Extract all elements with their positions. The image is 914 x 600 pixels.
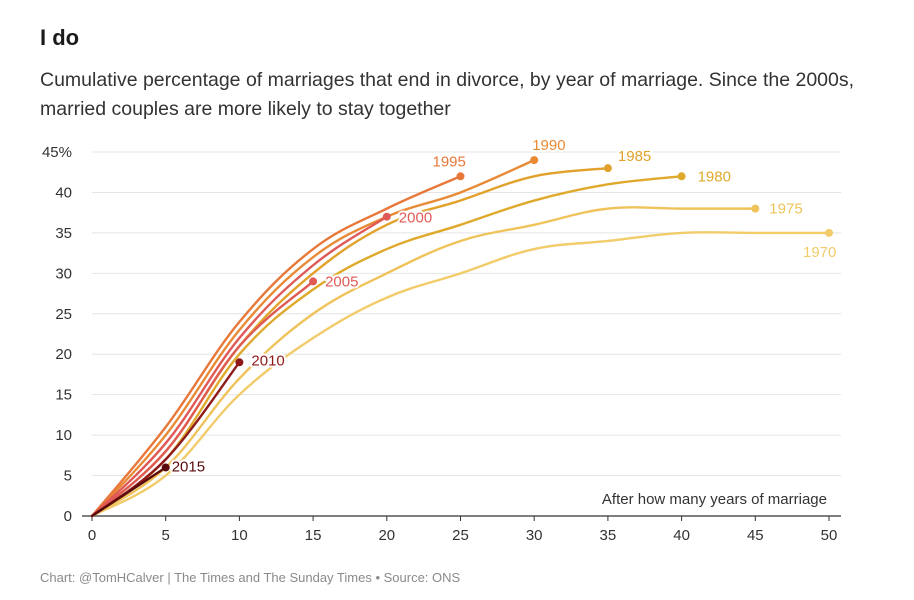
x-tick-label: 5 — [162, 527, 170, 544]
series-end-points — [161, 156, 833, 472]
x-axis-label: After how many years of marriage — [602, 491, 827, 508]
series-labels: 1970197019751975198019801985198519901990… — [170, 135, 839, 477]
series-label-2000: 2000 — [399, 210, 432, 227]
y-tick-label: 0 — [64, 508, 72, 525]
series-label-halo: 1970 — [803, 244, 836, 261]
series-label-1990: 1990 — [532, 137, 565, 154]
series-line-1995 — [90, 175, 462, 518]
x-tick-label: 35 — [600, 527, 617, 544]
series-line-2005 — [90, 280, 315, 518]
x-tick-label: 0 — [88, 527, 96, 544]
series-label-halo: 2000 — [399, 210, 432, 227]
x-tick-label: 40 — [673, 527, 690, 544]
series-line-1990 — [90, 158, 536, 518]
series-label-1970: 1970 — [803, 244, 836, 261]
y-tick-label: 30 — [55, 265, 72, 282]
series-end-point-1985 — [603, 164, 612, 173]
y-tick-label: 5 — [64, 468, 72, 485]
y-axis: 0 5 10 15 20 25 30 35 40 45% — [42, 144, 72, 525]
x-tick-label: 25 — [452, 527, 469, 544]
y-tick-label: 45% — [42, 144, 72, 161]
series-label-halo: 1975 — [769, 201, 802, 218]
series-end-point-2005 — [309, 277, 318, 286]
series-lines — [90, 158, 831, 518]
y-tick-label: 10 — [55, 427, 72, 444]
x-axis: 0 5 10 15 20 25 30 35 40 45 50 — [88, 516, 838, 544]
series-end-point-2000 — [382, 212, 391, 221]
series-end-point-1980 — [677, 172, 686, 181]
series-label-1995: 1995 — [433, 153, 466, 170]
x-tick-label: 30 — [526, 527, 543, 544]
series-end-point-1995 — [456, 172, 465, 181]
series-label-halo: 2005 — [325, 273, 358, 290]
chart-title: I do — [40, 25, 80, 50]
series-label-halo: 1995 — [433, 153, 466, 170]
series-line-2015 — [90, 466, 167, 518]
series-line-2000 — [90, 215, 388, 518]
series-end-point-2010 — [235, 358, 244, 367]
series-label-halo: 2010 — [251, 352, 284, 369]
series-end-point-2015 — [161, 463, 170, 472]
series-label-2010: 2010 — [251, 352, 284, 369]
y-tick-label: 20 — [55, 346, 72, 363]
x-tick-label: 45 — [747, 527, 764, 544]
series-label-2005: 2005 — [325, 273, 358, 290]
series-line-1970 — [90, 231, 831, 518]
x-tick-label: 50 — [821, 527, 838, 544]
series-line-1975 — [90, 206, 757, 518]
chart-subtitle: Cumulative percentage of marriages that … — [40, 69, 855, 120]
series-label-1980: 1980 — [698, 168, 731, 185]
series-label-1985: 1985 — [618, 148, 651, 165]
y-tick-label: 25 — [55, 306, 72, 323]
chart-source: Chart: @TomHCalver | The Times and The S… — [40, 570, 461, 585]
series-label-halo: 2015 — [172, 458, 205, 475]
series-label-halo: 1980 — [698, 168, 731, 185]
series-label-2015: 2015 — [172, 458, 205, 475]
y-tick-label: 15 — [55, 387, 72, 404]
x-tick-label: 10 — [231, 527, 248, 544]
series-end-point-1975 — [751, 204, 760, 213]
y-tick-label: 35 — [55, 225, 72, 242]
series-end-point-1970 — [825, 228, 833, 237]
series-end-point-1990 — [530, 156, 539, 165]
series-label-halo: 1990 — [532, 137, 565, 154]
series-label-1975: 1975 — [769, 201, 802, 218]
y-tick-label: 40 — [55, 184, 72, 201]
series-label-halo: 1985 — [618, 148, 651, 165]
x-tick-label: 20 — [378, 527, 395, 544]
x-tick-label: 15 — [305, 527, 322, 544]
